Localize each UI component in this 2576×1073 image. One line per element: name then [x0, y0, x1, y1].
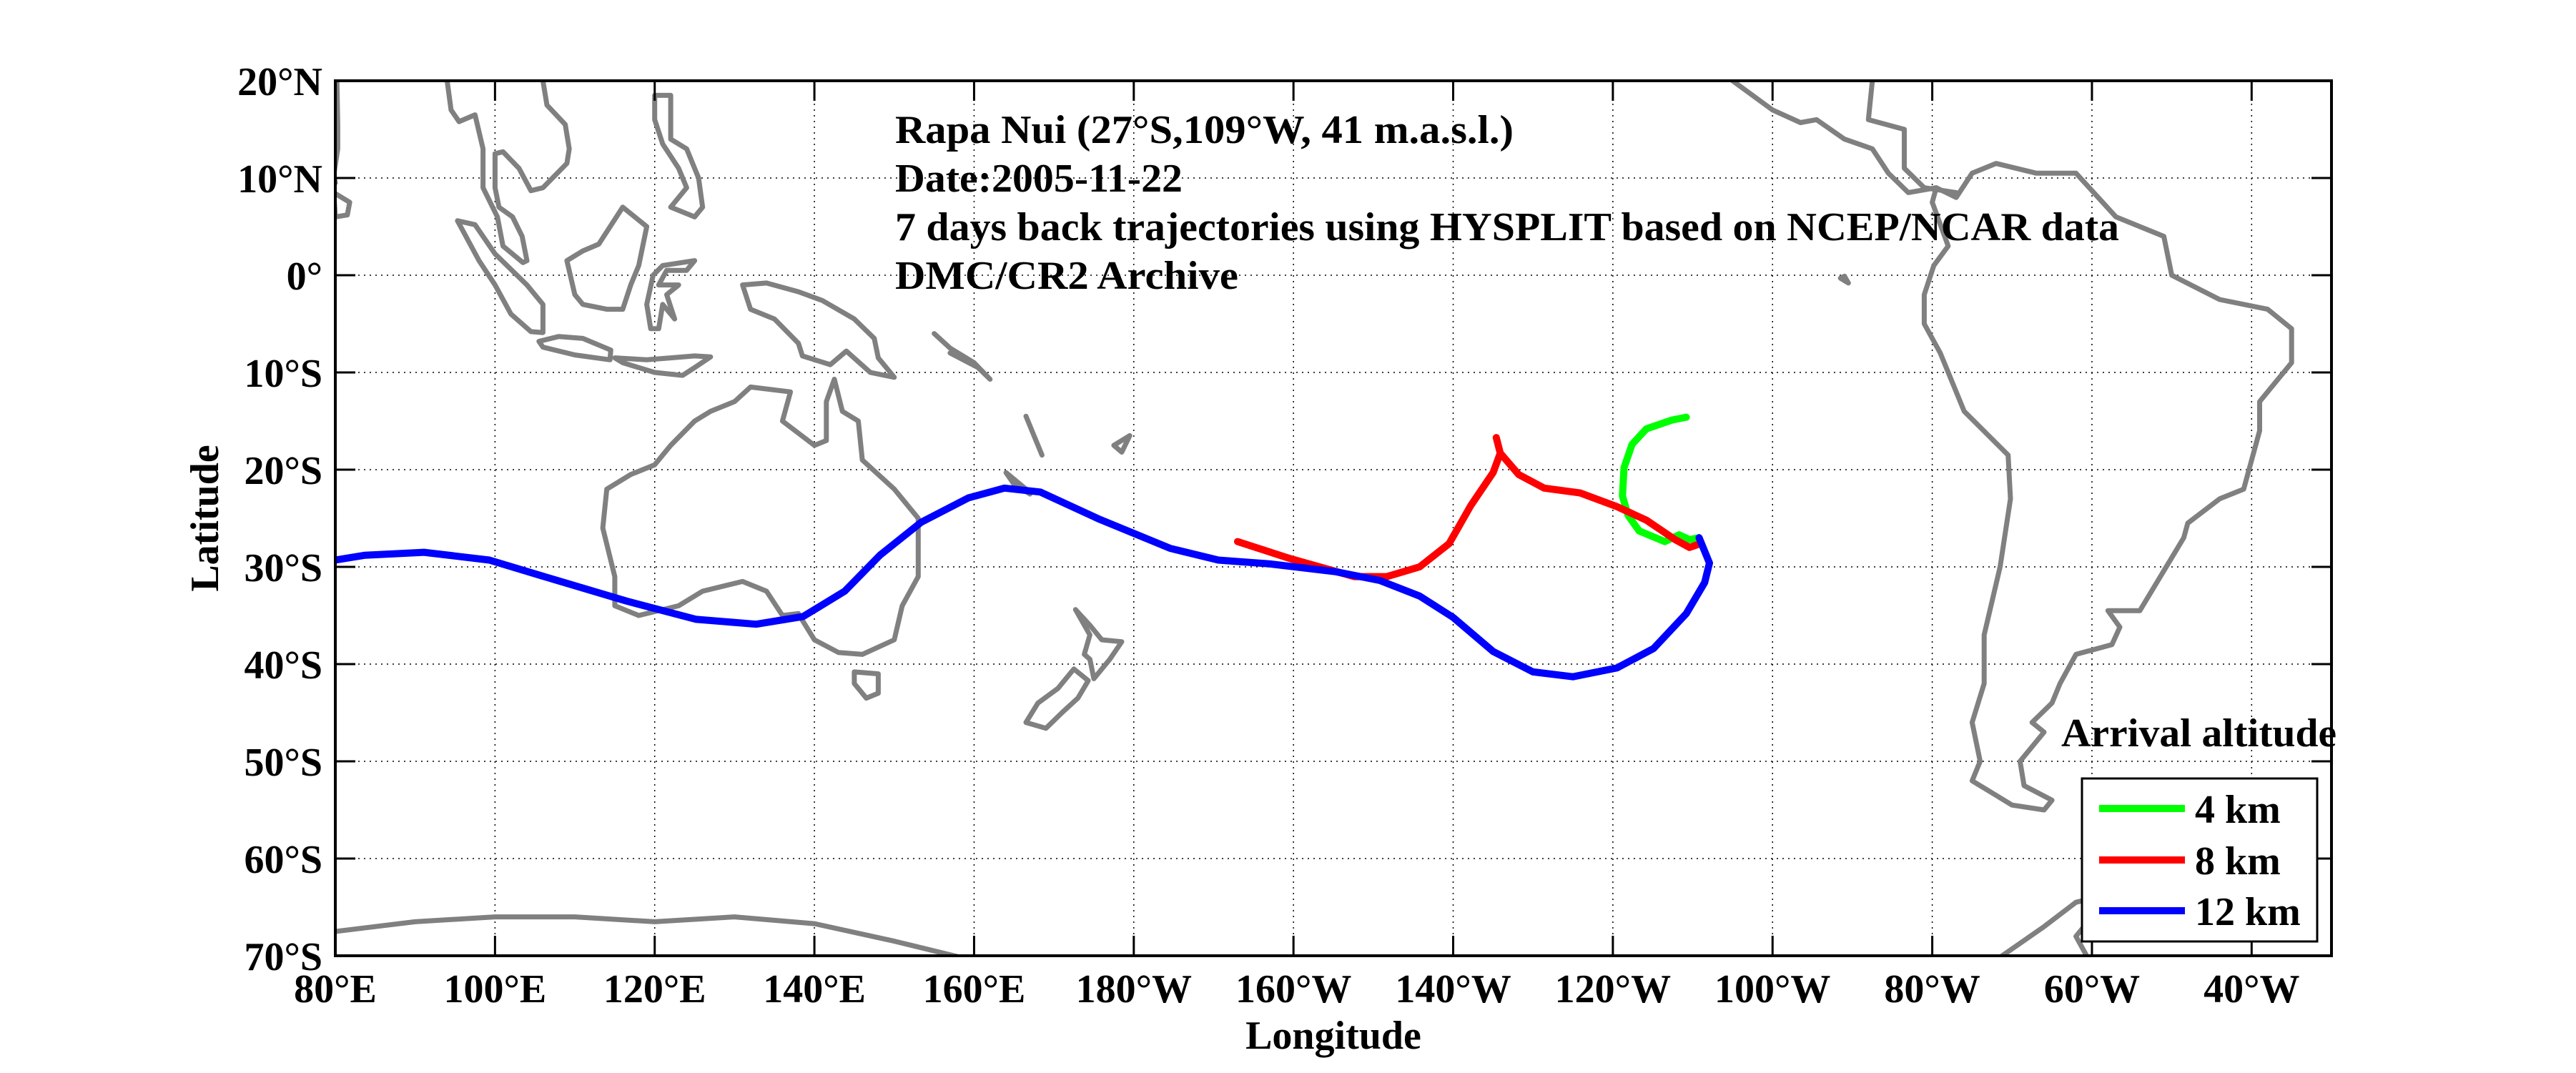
- y-tick-label: 70°S: [244, 935, 322, 979]
- coastline-srilanka: [335, 190, 352, 219]
- x-tick-label: 40°W: [2204, 967, 2299, 1012]
- annotation-method: 7 days back trajectories using HYSPLIT b…: [895, 205, 2119, 249]
- legend: Arrival altitude 4 km 8 km 12 km: [2061, 711, 2336, 943]
- y-tick-label: 20°S: [244, 449, 322, 493]
- coastline-south-america: [1921, 161, 2294, 813]
- annotation-station: Rapa Nui (27°S,109°W, 41 m.a.s.l.): [895, 108, 1514, 152]
- x-tick-label: 60°W: [2044, 967, 2140, 1012]
- coastline-new-guinea: [740, 280, 897, 380]
- x-tick-label: 140°E: [763, 967, 866, 1012]
- y-tick-label: 50°S: [244, 741, 322, 785]
- trajectory-4km: [1619, 413, 1703, 545]
- coastline-philippines: [652, 92, 706, 219]
- coastline-central-america-pacific: [1729, 81, 1939, 195]
- x-tick-label: 180°W: [1076, 967, 1192, 1012]
- coastline-india: [335, 81, 340, 186]
- legend-label: 8 km: [2195, 839, 2281, 884]
- coastline-nz-north: [1072, 607, 1125, 681]
- x-tick-label: 100°W: [1714, 967, 1830, 1012]
- x-tick-label: 160°E: [923, 967, 1026, 1012]
- coastline-indochina: [444, 81, 572, 265]
- coastline-java: [536, 334, 613, 362]
- coastlines: [335, 81, 2294, 956]
- trajectory-8km: [1234, 434, 1704, 580]
- x-tick-label: 140°W: [1395, 967, 1511, 1012]
- plot-frame: [334, 79, 2333, 957]
- coastline-nz-south: [1023, 666, 1091, 731]
- y-tick-label: 10°S: [244, 352, 322, 396]
- coastline-sumatra: [455, 218, 546, 335]
- coastline-tasmania: [852, 669, 881, 701]
- legend-label: 4 km: [2195, 788, 2281, 832]
- y-tick-label: 40°S: [244, 643, 322, 688]
- x-axis-label: Longitude: [1245, 1014, 1421, 1058]
- coastline-lesser-sunda: [612, 353, 714, 378]
- x-tick-label: 160°W: [1235, 967, 1351, 1012]
- coastline-antarctica: [335, 914, 965, 956]
- y-axis-label: Latitude: [183, 445, 227, 591]
- annotation-block: Rapa Nui (27°S,109°W, 41 m.a.s.l.) Date:…: [895, 108, 2119, 298]
- annotation-date: Date:2005-11-22: [895, 157, 1183, 201]
- axis-ticks: 80°E 100°E 120°E 140°E 160°E 180°W 160°W 140°W 1…: [237, 60, 2331, 1012]
- coastline-borneo: [564, 204, 650, 312]
- coastline-central-america-caribbean: [1865, 81, 1959, 195]
- y-tick-label: 30°S: [244, 546, 322, 590]
- legend-label: 12 km: [2195, 890, 2301, 934]
- trajectory-12km: [335, 484, 1713, 681]
- coastline-sulawesi: [644, 258, 698, 332]
- coastline-australia: [600, 377, 921, 657]
- coastline-solomons: [932, 331, 993, 382]
- y-tick-label: 60°S: [244, 838, 322, 882]
- coastline-galapagos: [1837, 273, 1851, 286]
- x-tick-label: 120°E: [603, 967, 706, 1012]
- x-tick-label: 100°E: [443, 967, 546, 1012]
- coastline-vanuatu: [1023, 413, 1045, 458]
- y-tick-label: 0°: [287, 254, 322, 299]
- x-tick-label: 80°W: [1884, 967, 1980, 1012]
- trajectories: [335, 413, 1713, 681]
- x-tick-label: 120°W: [1555, 967, 1671, 1012]
- y-tick-label: 10°N: [237, 157, 322, 202]
- x-tick-label: 80°E: [294, 967, 377, 1012]
- y-tick-label: 20°N: [237, 60, 322, 104]
- coastline-fiji: [1111, 432, 1132, 455]
- legend-title: Arrival altitude: [2061, 711, 2336, 756]
- annotation-archive: DMC/CR2 Archive: [895, 254, 1238, 298]
